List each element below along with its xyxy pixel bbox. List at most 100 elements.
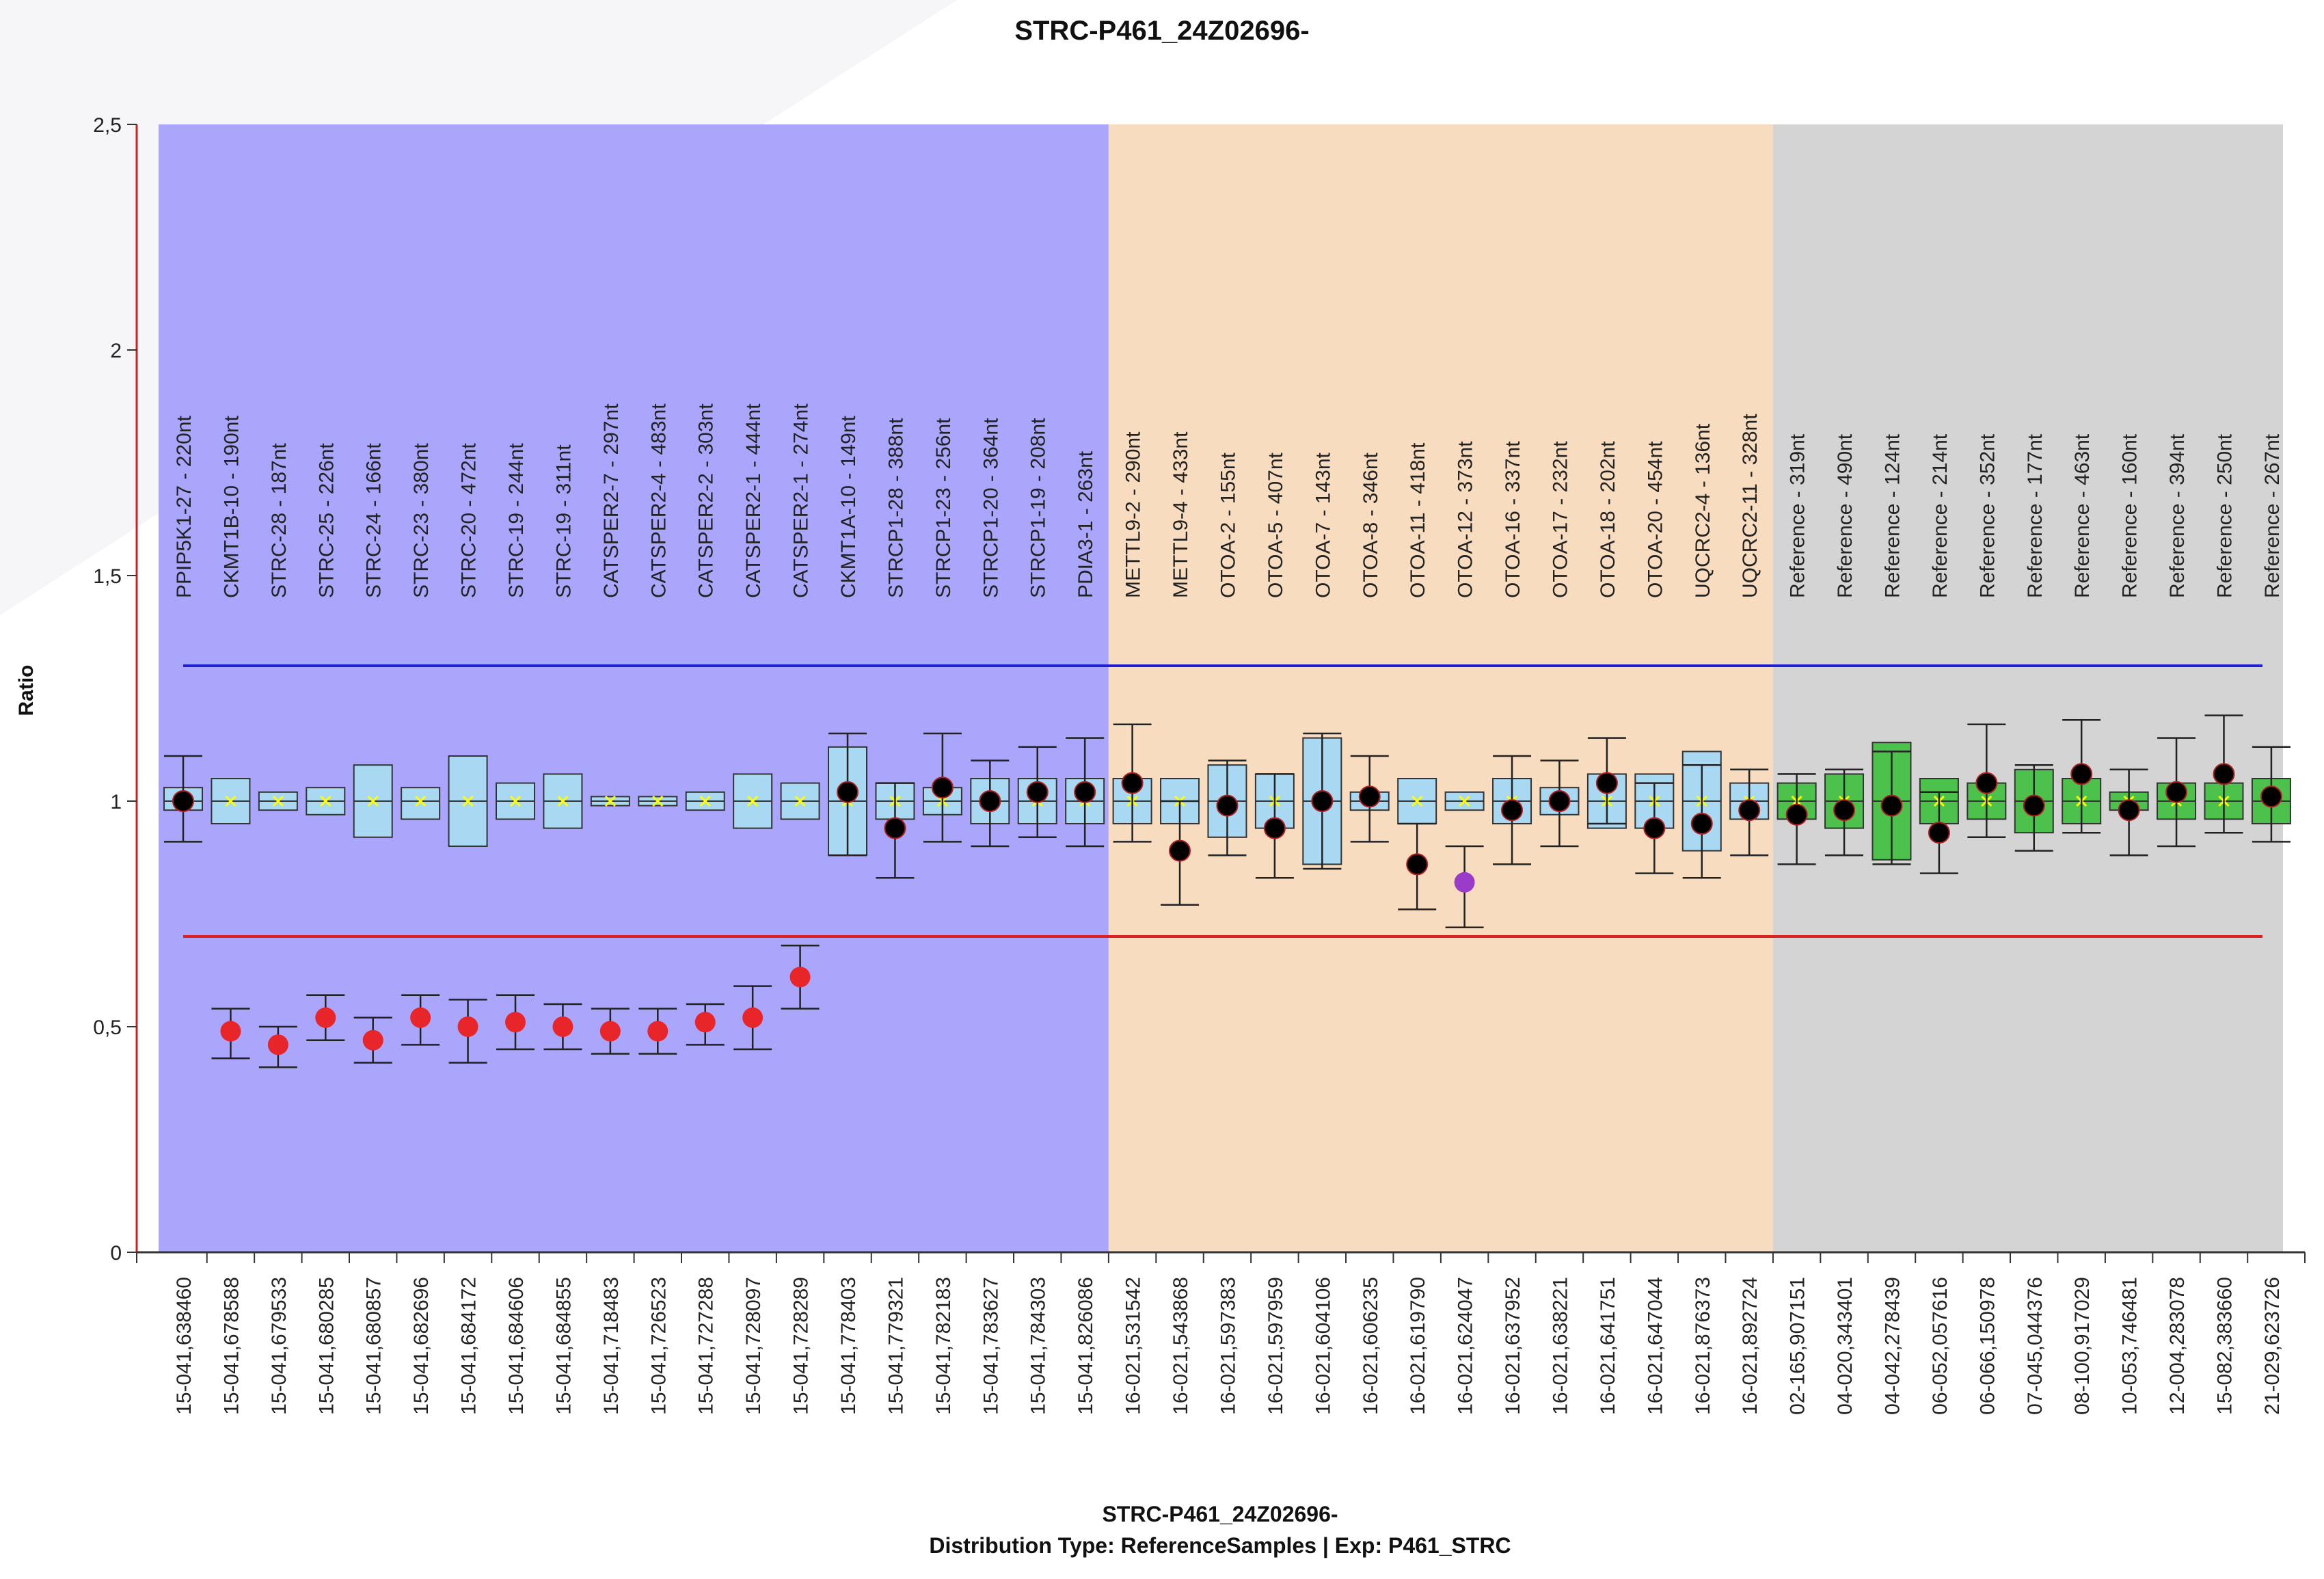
probe-position-label: 15-041,784303 [1027,1277,1050,1415]
probe-name-label: CKMT1A-10 - 149nt [837,416,860,598]
probe-ratio-marker [2070,763,2093,785]
probe-group [211,778,251,1060]
probe-group [922,732,962,843]
probe-name-label: CATSPER2-4 - 483nt [647,403,670,598]
probe-ratio-marker [1548,790,1571,812]
probe-box [401,787,441,820]
probe-position-label: 08-100,917029 [2071,1277,2094,1415]
probe-position-label: 15-041,684172 [458,1277,481,1415]
probe-group [2062,718,2102,834]
x-axis [136,1251,2306,1263]
probe-name-label: PPIP5K1-27 - 220nt [173,415,195,598]
probe-position-label: 16-021,637952 [1502,1277,1524,1415]
probe-position-label: 15-041,726523 [647,1277,670,1415]
probe-name-label: OTOA-8 - 346nt [1360,452,1382,598]
probe-ratio-marker [2213,763,2235,785]
probe-group [2204,714,2244,834]
probe-mean-cross [320,795,332,807]
probe-position-label: 15-041,678588 [220,1277,243,1415]
probe-group [353,764,393,1064]
probe-position-label: 16-021,638221 [1549,1277,1571,1415]
probe-group [1254,773,1295,879]
probe-ratio-marker [1643,817,1666,839]
probe-mean-cross [509,795,522,807]
probe-position-label: 15-041,680857 [363,1277,386,1415]
probe-group [1160,778,1200,906]
probe-name-label: STRC-19 - 244nt [505,443,528,598]
probe-position-label: 15-041,782183 [932,1277,955,1415]
probe-position-label: 04-042,278439 [1881,1277,1904,1415]
probe-name-label: STRCP1-19 - 208nt [1027,418,1050,598]
probe-name-label: CKMT1B-10 - 190nt [220,416,243,598]
probe-position-label: 15-041,718483 [600,1277,623,1415]
probe-ratio-marker [599,1021,621,1042]
probe-position-label: 12-004,283078 [2166,1277,2189,1415]
probe-ratio-marker [1263,817,1286,839]
probe-name-label: STRCP1-28 - 388nt [884,418,907,598]
probe-ratio-marker [2023,794,2045,817]
probe-ratio-marker [1454,872,1475,893]
probe-name-label: Reference - 463nt [2071,433,2094,598]
probe-name-label: Reference - 214nt [1929,433,1951,598]
probe-position-label: 16-021,624047 [1455,1277,1477,1415]
probe-group [1017,746,1057,839]
probe-name-label: OTOA-7 - 143nt [1312,452,1334,598]
probe-position-label: 15-041,680285 [315,1277,338,1415]
probe-mean-cross [652,795,664,807]
probe-ratio-marker [1406,853,1429,876]
probe-name-label: CATSPER2-1 - 444nt [742,403,765,598]
probe-name-label: METTL9-2 - 290nt [1122,431,1145,598]
probe-group [496,782,536,1051]
probe-group [448,755,488,1064]
probe-group [2251,746,2291,843]
probe-position-label: 15-082,383660 [2213,1277,2236,1415]
probe-position-label: 16-021,597959 [1265,1277,1287,1415]
probe-position-label: 04-020,343401 [1834,1277,1856,1415]
probe-name-label: Reference - 394nt [2166,433,2189,598]
y-tick-label: 2 [110,340,122,362]
probe-ratio-marker [789,967,811,988]
probe-group [1444,791,1485,929]
probe-series [163,714,2291,1068]
probe-position-label: 16-021,892724 [1739,1277,1761,1415]
probe-ratio-marker [884,817,906,839]
probe-name-label: PDIA3-1 - 263nt [1075,450,1097,598]
probe-group [828,732,868,856]
probe-position-label: 10-053,746481 [2119,1277,2141,1415]
probe-ratio-marker [2260,785,2282,808]
probe-name-label: OTOA-20 - 454nt [1644,441,1666,598]
probe-name-label: UQCRC2-4 - 136nt [1692,423,1714,598]
probe-ratio-marker [1690,813,1713,835]
probe-ratio-marker [1169,839,1191,862]
probe-ratio-marker [931,777,954,799]
probe-group [1634,773,1675,874]
y-tick-label: 1,5 [93,565,122,588]
probe-name-label: Reference - 177nt [2024,433,2046,598]
probe-ratio-marker [1738,799,1761,822]
position-tick-labels: 15-041,638460 15-041,678588 15-041,679533 1… [173,1277,2284,1415]
probe-name-label: OTOA-17 - 232nt [1549,441,1571,598]
probe-ratio-marker [172,790,194,812]
probe-position-label: 16-021,647044 [1644,1277,1666,1415]
y-axis-label: Ratio [15,665,38,716]
probe-position-label: 16-021,641751 [1597,1277,1619,1415]
probe-group [1967,723,2007,839]
probe-ratio-marker [1785,803,1808,826]
probe-group [1681,751,1722,879]
probe-group [1539,759,1580,848]
probe-ratio-marker [979,790,1001,812]
probe-ratio-marker [505,1012,526,1033]
probe-name-label: METTL9-4 - 433nt [1170,431,1192,598]
threshold-lines [183,664,2262,938]
probe-position-label: 15-041,783627 [979,1277,1002,1415]
probe-position-label: 16-021,597383 [1217,1277,1239,1415]
probe-group [401,787,441,1046]
probe-group [1586,737,1627,829]
probe-mean-cross [1459,795,1470,807]
probe-ratio-marker [837,781,859,803]
probe-mean-cross [747,795,759,807]
probe-group [1112,723,1152,843]
probe-position-label: 15-041,638460 [173,1277,195,1415]
probe-position-label: 15-041,684855 [552,1277,575,1415]
